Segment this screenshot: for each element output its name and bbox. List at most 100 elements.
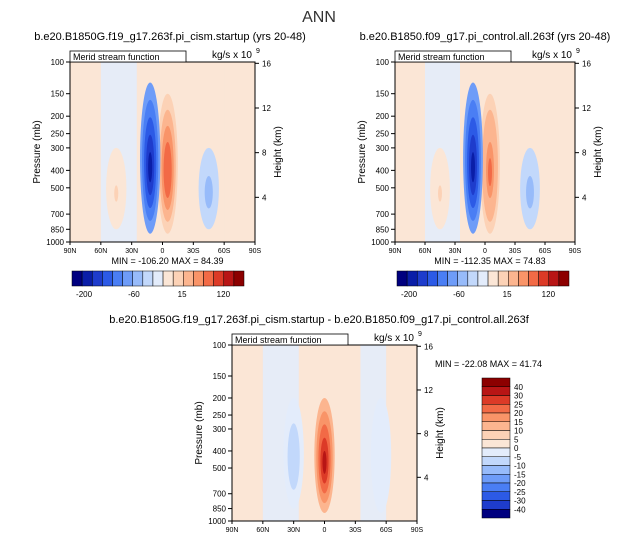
y2-tick-label: 12 xyxy=(262,104,271,113)
x-tick-label: 60S xyxy=(218,248,231,255)
y2-tick-label: 8 xyxy=(262,149,267,158)
colorbar-swatch xyxy=(558,270,570,287)
y-tick-label: 250 xyxy=(51,130,65,139)
colorbar-swatch xyxy=(481,447,511,457)
x-tick-label: 30N xyxy=(125,248,138,255)
panel1-title: b.e20.B1850G.f19_g17.263f.pi_cism.startu… xyxy=(34,31,306,43)
data-cell-1-layer-4 xyxy=(471,152,475,183)
colorbar-swatch xyxy=(481,395,511,405)
colorbar-swatch xyxy=(172,270,184,287)
data-cell-1-layer-4 xyxy=(291,448,296,471)
colorbar-swatch xyxy=(81,270,93,287)
colorbar-swatch xyxy=(427,270,438,287)
units-exponent: 9 xyxy=(418,331,422,338)
y-tick-label: 850 xyxy=(213,505,227,514)
data-cell-0-layer-4 xyxy=(322,450,327,474)
x-tick-label: 30S xyxy=(349,527,362,534)
colorbar-swatch xyxy=(213,270,225,287)
y2-tick-label: 8 xyxy=(424,430,429,439)
y-tick-label: 300 xyxy=(213,425,227,434)
colorbar-swatch xyxy=(481,456,511,466)
y-tick-label: 700 xyxy=(51,210,65,219)
colorbar-swatch xyxy=(406,270,418,287)
x-tick-label: 60S xyxy=(539,248,552,255)
y-tick-label: 700 xyxy=(213,490,227,499)
y2-tick-label: 12 xyxy=(424,386,433,395)
x-tick-label: 60N xyxy=(256,527,269,534)
y2-tick-label: 4 xyxy=(424,473,429,482)
colorbar-swatch xyxy=(447,270,458,287)
colorbar-swatch xyxy=(457,270,469,287)
colorbar-swatch xyxy=(91,270,103,287)
y-tick-label: 250 xyxy=(376,130,390,139)
y-tick-label: 300 xyxy=(51,144,65,153)
colorbar-swatch xyxy=(437,270,448,287)
colorbar-label: -60 xyxy=(128,290,140,299)
colorbar-label: -20 xyxy=(514,479,526,488)
panel3-title: b.e20.B1850G.f19_g17.263f.pi_cism.startu… xyxy=(109,314,529,326)
y-tick-label: 400 xyxy=(376,166,390,175)
colorbar-swatch xyxy=(481,509,511,519)
y2-tick-label: 12 xyxy=(582,104,591,113)
data-cell-3-layer-4 xyxy=(114,185,119,202)
panel-title-box: Merid stream function xyxy=(394,50,512,63)
y-tick-label: 700 xyxy=(376,210,390,219)
colorbar-swatch xyxy=(183,270,194,287)
colorbar-label: 15 xyxy=(503,290,512,299)
data-cell-2-layer-4 xyxy=(378,450,384,474)
colorbar-swatch xyxy=(112,270,123,287)
panel-bottom: Merid stream function kg/s x 10 9100150200… xyxy=(194,331,542,534)
colorbar-swatch xyxy=(481,430,511,440)
colorbar-swatch xyxy=(481,377,511,387)
colorbar-swatch xyxy=(481,491,511,501)
y2-axis-label: Height (km) xyxy=(273,126,284,178)
colorbar-swatch xyxy=(497,270,509,287)
x-tick-label: 90N xyxy=(226,527,239,534)
colorbar-swatch xyxy=(102,270,113,287)
title-box-frame xyxy=(231,333,349,346)
y-tick-label: 850 xyxy=(376,225,390,234)
y-tick-label: 1000 xyxy=(371,238,389,247)
y2-tick-label: 4 xyxy=(582,193,587,202)
y-tick-label: 400 xyxy=(213,447,227,456)
colorbar-label: 30 xyxy=(514,392,523,401)
colorbar-swatch xyxy=(548,270,560,287)
colorbar-swatch xyxy=(233,270,245,287)
colorbar-label: 25 xyxy=(514,400,523,409)
colorbar-swatch xyxy=(481,404,511,414)
colorbar-swatch xyxy=(487,270,499,287)
x-tick-label: 30S xyxy=(187,248,200,255)
colorbar-swatch xyxy=(481,386,511,396)
colorbar-label: -30 xyxy=(514,497,526,506)
x-tick-label: 30S xyxy=(509,248,522,255)
y-tick-label: 250 xyxy=(213,411,227,420)
panel-title-text: Merid stream function xyxy=(398,52,485,62)
colorbar-label: -25 xyxy=(514,488,526,497)
colorbar-label: 120 xyxy=(542,290,556,299)
y2-tick-label: 16 xyxy=(424,342,433,351)
colorbar-swatch xyxy=(122,270,133,287)
panel-title-box: Merid stream function xyxy=(231,333,349,346)
min-text: MIN = -22.08 MAX = 41.74 xyxy=(435,359,542,369)
colorbar-label: 40 xyxy=(514,383,523,392)
colorbar-swatch xyxy=(193,270,204,287)
colorbar-label: -40 xyxy=(514,505,526,514)
colorbar-swatch xyxy=(508,270,519,287)
data-cell-2-layer-4 xyxy=(206,185,211,202)
y-tick-label: 200 xyxy=(51,112,65,121)
x-tick-label: 90S xyxy=(249,248,262,255)
panel-top-left: Merid stream function kg/s x 10 9100150200… xyxy=(32,48,284,299)
y2-tick-label: 4 xyxy=(262,193,267,202)
colorbar-swatch xyxy=(416,270,428,287)
colorbar-swatch xyxy=(481,439,511,449)
y-tick-label: 500 xyxy=(51,184,65,193)
x-tick-label: 90S xyxy=(411,527,424,534)
x-tick-label: 0 xyxy=(323,527,327,534)
colorbar-label: -200 xyxy=(401,290,418,299)
y2-tick-label: 16 xyxy=(262,59,271,68)
y-tick-label: 150 xyxy=(213,372,227,381)
y-tick-label: 150 xyxy=(376,90,390,99)
x-tick-label: 60N xyxy=(94,248,107,255)
y-axis-label: Pressure (mb) xyxy=(357,120,368,183)
